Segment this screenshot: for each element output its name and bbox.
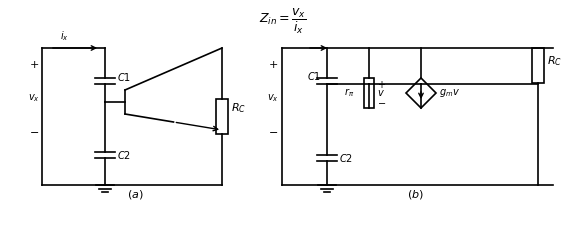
Text: $-$: $-$: [29, 126, 39, 136]
Text: $R_C$: $R_C$: [547, 54, 562, 68]
Text: $-$: $-$: [377, 97, 386, 107]
Text: $(b)$: $(b)$: [407, 188, 424, 201]
Text: $+$: $+$: [268, 60, 278, 70]
Text: $C1$: $C1$: [117, 71, 131, 83]
Text: $(a)$: $(a)$: [126, 188, 143, 201]
Text: $R_C$: $R_C$: [231, 102, 246, 115]
Text: $Z_{in} = \dfrac{v_x}{i_x}$: $Z_{in} = \dfrac{v_x}{i_x}$: [259, 7, 307, 36]
Text: $-$: $-$: [268, 126, 278, 136]
Text: $C1$: $C1$: [307, 70, 321, 82]
Text: $v_x$: $v_x$: [267, 92, 279, 104]
Bar: [216, 99, 228, 134]
Text: $+$: $+$: [377, 79, 386, 90]
Text: $+$: $+$: [29, 60, 39, 70]
Text: $v$: $v$: [377, 88, 385, 98]
Bar: [532, 49, 544, 84]
Text: $C2$: $C2$: [339, 152, 353, 164]
Text: $r_\pi$: $r_\pi$: [344, 87, 354, 99]
Text: $i_x$: $i_x$: [60, 29, 69, 43]
Text: $g_m v$: $g_m v$: [439, 87, 460, 99]
Bar: [364, 78, 374, 108]
Text: $C2$: $C2$: [117, 149, 131, 161]
Text: $v_x$: $v_x$: [28, 92, 40, 104]
